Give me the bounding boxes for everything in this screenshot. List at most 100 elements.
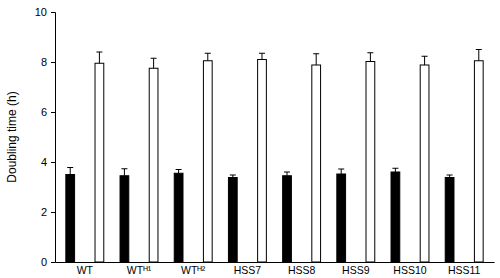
bar [228, 178, 237, 263]
x-tick-label: HSS8 [288, 264, 316, 276]
y-tick: 10 [35, 6, 55, 18]
error-bar [367, 53, 373, 62]
bar [337, 174, 346, 262]
error-bar-stem [395, 168, 396, 172]
y-tick-label: 6 [41, 106, 47, 118]
error-bar-stem [316, 54, 317, 65]
plot-area: 0 2 4 6 8 10 WT WTᴴ¹ WTᴴ² HSS7 HSS8 HSS9 HSS10 HSS11 [35, 6, 495, 276]
error-bar [230, 175, 236, 178]
y-tick-label: 8 [41, 56, 47, 68]
error-bar-cap [67, 167, 73, 168]
bar [283, 176, 292, 262]
bar [312, 65, 321, 262]
x-tick: WTᴴ¹ [127, 262, 152, 276]
bar [66, 175, 75, 263]
x-tick-label: HSS9 [342, 264, 370, 276]
error-bar [476, 50, 482, 61]
error-bar-cap [476, 49, 482, 50]
error-bar-stem [370, 53, 371, 62]
y-tick-mark [51, 262, 55, 263]
error-bar [422, 56, 428, 65]
x-tick: HSS11 [448, 262, 481, 276]
bar [149, 68, 158, 262]
error-bar-stem [70, 168, 71, 175]
y-tick-mark [51, 162, 55, 163]
error-bar-cap [338, 169, 344, 170]
error-bar [447, 175, 453, 178]
error-bar [313, 54, 319, 65]
y-tick: 4 [41, 156, 55, 168]
error-bar-cap [121, 168, 127, 169]
bar [366, 62, 375, 263]
bar [445, 178, 454, 263]
error-bar-cap [313, 53, 319, 54]
error-bar-cap [151, 58, 157, 59]
error-bar [67, 168, 73, 175]
error-bar [151, 58, 157, 68]
y-tick-mark [51, 12, 55, 13]
error-bar-cap [259, 53, 265, 54]
error-bar [392, 168, 398, 172]
y-tick-label: 4 [41, 156, 47, 168]
error-bar-cap [367, 52, 373, 53]
bar [95, 63, 104, 262]
error-bar [205, 53, 211, 61]
x-tick: WTᴴ² [181, 262, 206, 276]
error-bar [176, 170, 182, 174]
y-tick: 0 [41, 256, 55, 268]
error-bar-stem [261, 53, 262, 59]
bars [66, 50, 483, 263]
x-axis: WT WTᴴ¹ WTᴴ² HSS7 HSS8 HSS9 HSS10 HSS11 [56, 262, 495, 276]
error-bar [96, 52, 102, 63]
bar [420, 65, 429, 262]
bar [120, 176, 129, 262]
error-bar-cap [205, 53, 211, 54]
y-tick: 8 [41, 56, 55, 68]
error-bar-cap [96, 52, 102, 53]
x-tick-label: HSS7 [234, 264, 262, 276]
y-tick-mark [51, 212, 55, 213]
x-tick: HSS9 [342, 262, 370, 276]
x-tick: HSS10 [393, 262, 426, 276]
error-bar-cap [392, 168, 398, 169]
bar [203, 61, 212, 262]
error-bar-stem [178, 170, 179, 174]
error-bar [121, 169, 127, 176]
y-tick: 2 [41, 206, 55, 218]
error-bar-cap [230, 175, 236, 176]
error-bar-cap [284, 172, 290, 173]
error-bar-stem [124, 169, 125, 176]
series [95, 50, 483, 263]
y-tick-label: 10 [35, 6, 47, 18]
chart-container: 0246810WTWTᴴ¹WTᴴ²HSS7HSS8HSS9HSS10HSS11D… [0, 0, 500, 278]
x-tick: HSS7 [234, 262, 262, 276]
y-tick-label: 0 [41, 256, 47, 268]
chart-svg: 0246810WTWTᴴ¹WTᴴ²HSS7HSS8HSS9HSS10HSS11D… [0, 0, 500, 278]
error-bar [284, 172, 290, 176]
x-axis-line [56, 262, 495, 263]
error-bar-stem [207, 53, 208, 61]
bar [391, 172, 400, 262]
error-bar-stem [478, 50, 479, 61]
x-tick: HSS8 [288, 262, 316, 276]
error-bar-stem [341, 169, 342, 174]
x-tick-label: WT [77, 264, 94, 276]
y-axis: 0 2 4 6 8 10 [35, 6, 56, 268]
y-tick-label: 2 [41, 206, 47, 218]
error-bar [259, 53, 265, 59]
bar [174, 173, 183, 262]
error-bar [338, 169, 344, 174]
x-tick: WT [77, 262, 94, 276]
error-bar-cap [447, 175, 453, 176]
error-bar-cap [422, 56, 428, 57]
x-tick-label: HSS11 [448, 264, 481, 276]
x-tick-label: HSS10 [393, 264, 426, 276]
x-tick-label: WTᴴ¹ [127, 264, 152, 276]
y-axis-line [51, 13, 56, 263]
error-bar-stem [424, 56, 425, 65]
y-tick: 6 [41, 106, 55, 118]
y-tick-mark [51, 112, 55, 113]
y-tick-mark [51, 62, 55, 63]
x-tick-label: WTᴴ² [181, 264, 206, 276]
error-bar-stem [153, 58, 154, 68]
